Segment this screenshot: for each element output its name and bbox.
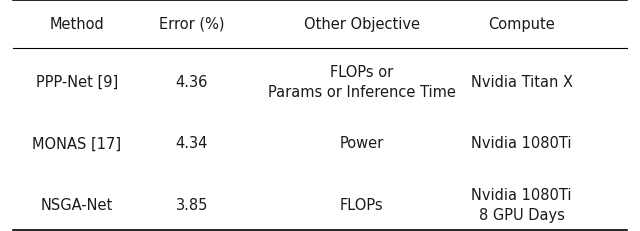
Text: NSGA-Net: NSGA-Net bbox=[41, 197, 113, 212]
Text: Nvidia 1080Ti: Nvidia 1080Ti bbox=[471, 136, 572, 151]
Text: 4.36: 4.36 bbox=[176, 75, 208, 89]
Text: Compute: Compute bbox=[488, 17, 555, 32]
Text: PPP-Net [9]: PPP-Net [9] bbox=[36, 75, 118, 89]
Text: 3.85: 3.85 bbox=[176, 197, 208, 212]
Text: Error (%): Error (%) bbox=[159, 17, 225, 32]
Text: FLOPs: FLOPs bbox=[340, 197, 383, 212]
Text: Power: Power bbox=[339, 136, 384, 151]
Text: Nvidia Titan X: Nvidia Titan X bbox=[470, 75, 573, 89]
Text: Other Objective: Other Objective bbox=[303, 17, 420, 32]
Text: FLOPs or
Params or Inference Time: FLOPs or Params or Inference Time bbox=[268, 65, 456, 99]
Text: 4.34: 4.34 bbox=[176, 136, 208, 151]
Text: MONAS [17]: MONAS [17] bbox=[32, 136, 122, 151]
Text: Method: Method bbox=[49, 17, 104, 32]
Text: Nvidia 1080Ti
8 GPU Days: Nvidia 1080Ti 8 GPU Days bbox=[471, 187, 572, 222]
